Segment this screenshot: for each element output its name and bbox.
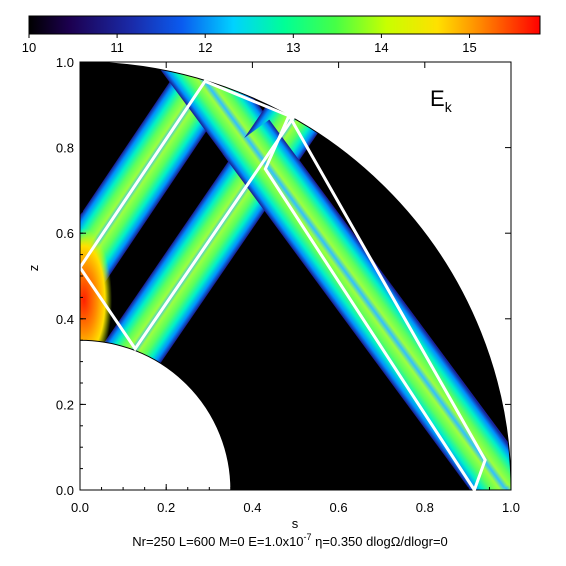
footer-rest: η=0.350 dlogΩ/dlogr=0 (312, 534, 448, 549)
x-axis-label: s (292, 516, 299, 531)
attractor-outline-2 (263, 112, 487, 494)
colorbar-gradient (28, 15, 541, 35)
axes: 0.0 0.2 0.4 0.6 0.8 1.0 0.0 0.2 0.4 0.6 0.8 1.0 (56, 55, 520, 515)
x-tick-label: 0.8 (416, 500, 434, 515)
x-axis-ticks: 0.0 0.2 0.4 0.6 0.8 1.0 (71, 62, 520, 515)
colorbar-ticks: 10 11 12 13 14 15 (22, 34, 477, 55)
colorbar-tick-label: 10 (22, 40, 36, 55)
field-label: Ek (430, 86, 453, 115)
tau-text: τ=-4.27x10 (88, 456, 151, 471)
colorbar-tick-label: 13 (286, 40, 300, 55)
y-axis-label: z (26, 265, 41, 272)
y-tick-label: 0.0 (56, 483, 74, 498)
colorbar-tick-label: 11 (110, 40, 124, 55)
x-tick-label: 0.0 (71, 500, 89, 515)
field-label-main: E (430, 86, 445, 111)
x-tick-label: 0.6 (330, 500, 348, 515)
y-tick-label: 0.8 (56, 141, 74, 156)
x-tick-label: 0.4 (243, 500, 261, 515)
tau-annotation: τ=-4.27x10-3 (88, 454, 159, 471)
footer-text: Nr=250 L=600 M=0 E=1.0x10 (132, 534, 303, 549)
tau-exponent: -3 (151, 454, 159, 464)
y-axis-ticks: 0.0 0.2 0.4 0.6 0.8 1.0 (56, 55, 511, 498)
y-tick-label: 0.2 (56, 397, 74, 412)
x-tick-label: 0.2 (157, 500, 175, 515)
y-tick-label: 0.6 (56, 226, 74, 241)
beam-4 (222, 119, 511, 490)
footer-parameters: Nr=250 L=600 M=0 E=1.0x10-7 η=0.350 dlog… (132, 532, 448, 549)
attractor-outline (78, 79, 296, 352)
field-label-subscript: k (445, 99, 453, 115)
colorbar-tick-label: 15 (462, 40, 476, 55)
omega-annotation: |ω| = 1.1037 (88, 441, 159, 456)
colorbar-tick-label: 12 (198, 40, 212, 55)
heatmap-field (80, 62, 511, 490)
footer-exponent: -7 (304, 532, 312, 542)
y-tick-label: 1.0 (56, 55, 74, 70)
hotspot-region (80, 228, 112, 372)
colorbar: 10 11 12 13 14 15 (22, 15, 541, 55)
shell-outline (79, 61, 512, 491)
x-tick-label: 1.0 (502, 500, 520, 515)
y-tick-label: 0.4 (56, 312, 74, 327)
colorbar-tick-label: 14 (374, 40, 388, 55)
